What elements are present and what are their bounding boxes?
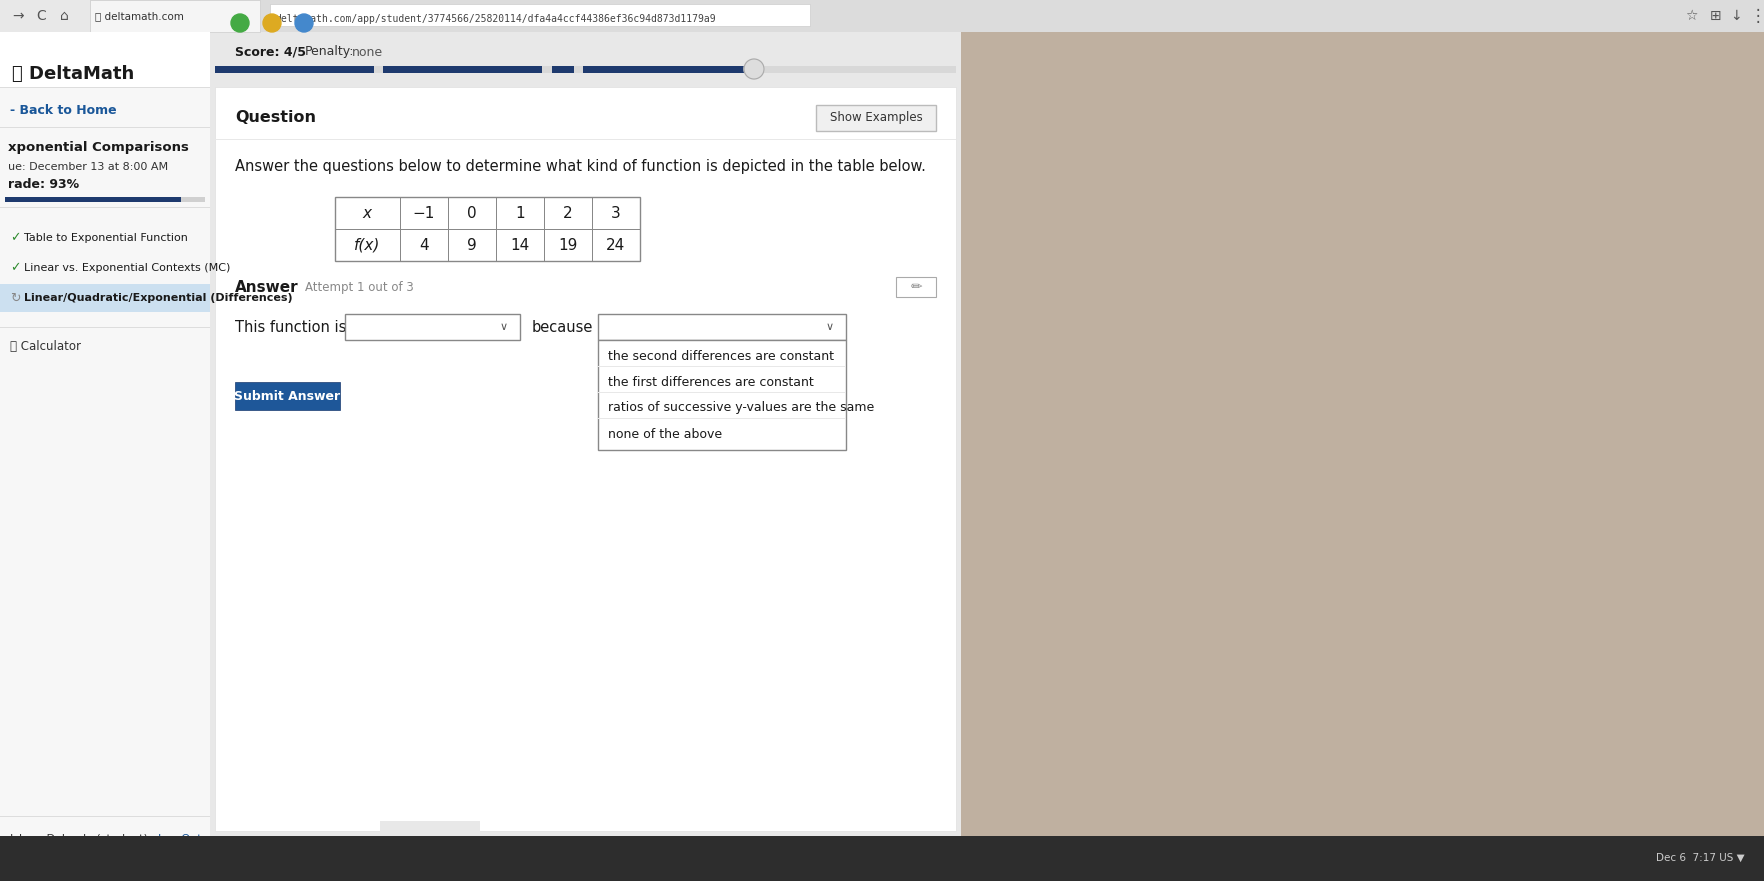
Bar [815, 105, 935, 131]
Circle shape [263, 14, 280, 32]
Bar [896, 277, 935, 297]
Text: hp: hp [415, 866, 434, 880]
Text: 14: 14 [510, 238, 529, 253]
Text: Linear vs. Exponential Contexts (MC): Linear vs. Exponential Contexts (MC) [25, 263, 231, 273]
Bar [215, 66, 374, 73]
Circle shape [231, 14, 249, 32]
Text: 🎓 DeltaMath: 🎓 DeltaMath [12, 65, 134, 83]
Text: ✓: ✓ [11, 262, 21, 275]
Text: Attempt 1 out of 3: Attempt 1 out of 3 [305, 280, 413, 293]
Text: the second differences are constant: the second differences are constant [607, 350, 834, 362]
Text: Question: Question [235, 109, 316, 124]
Bar [960, 32, 1764, 881]
Text: 9: 9 [467, 238, 476, 253]
Bar [215, 139, 956, 140]
Text: ↓: ↓ [1729, 9, 1741, 23]
Bar [383, 66, 542, 73]
Bar [0, 127, 210, 128]
Text: This function is: This function is [235, 320, 346, 335]
Bar [344, 314, 520, 340]
Bar [0, 32, 210, 87]
Text: −1: −1 [413, 205, 436, 220]
Text: x: x [362, 205, 370, 220]
Text: ☆: ☆ [1685, 9, 1697, 23]
Text: none of the above: none of the above [607, 427, 721, 440]
Bar [215, 66, 956, 73]
Bar [335, 229, 640, 230]
Bar [0, 816, 210, 817]
Bar [0, 32, 210, 881]
Text: none: none [351, 46, 383, 58]
Text: ✏: ✏ [910, 280, 921, 294]
Bar [0, 207, 210, 208]
Text: ✓: ✓ [11, 232, 21, 245]
Bar [598, 314, 845, 340]
Text: Answer: Answer [235, 279, 298, 294]
Bar [235, 382, 340, 410]
Bar [0, 0, 1764, 32]
Text: the first differences are constant: the first differences are constant [607, 375, 813, 389]
Text: Score: 4/5: Score: 4/5 [235, 46, 305, 58]
Bar [598, 392, 845, 393]
Text: Jolene Delgado (student): Jolene Delgado (student) [11, 834, 148, 844]
Text: C: C [35, 9, 46, 23]
Bar [5, 197, 205, 202]
Text: ∨: ∨ [826, 322, 834, 332]
Bar [270, 4, 810, 26]
Text: ratios of successive y-values are the same: ratios of successive y-values are the sa… [607, 402, 873, 414]
Text: f(x): f(x) [353, 238, 379, 253]
Circle shape [295, 14, 312, 32]
Bar [960, 32, 1764, 881]
Text: Submit Answer: Submit Answer [235, 389, 340, 403]
Bar [598, 418, 845, 419]
Text: ⋮: ⋮ [1750, 7, 1764, 25]
Bar [90, 0, 259, 32]
Bar [598, 366, 845, 367]
Text: Linear/Quadratic/Exponential (Differences): Linear/Quadratic/Exponential (Difference… [25, 293, 293, 303]
Text: Penalty:: Penalty: [305, 46, 355, 58]
Text: Dec 6  7:17 US ▼: Dec 6 7:17 US ▼ [1655, 853, 1745, 863]
Text: ⌂: ⌂ [60, 9, 69, 23]
Text: 0: 0 [467, 205, 476, 220]
Bar [0, 87, 210, 88]
Text: ∨: ∨ [499, 322, 508, 332]
Text: Answer the questions below to determine what kind of function is depicted in the: Answer the questions below to determine … [235, 159, 926, 174]
Bar [335, 197, 640, 261]
Bar [0, 0, 90, 32]
Text: 1: 1 [515, 205, 524, 220]
Bar [0, 284, 210, 312]
Text: rade: 93%: rade: 93% [9, 179, 79, 191]
Text: 24: 24 [607, 238, 624, 253]
Text: 📱 Calculator: 📱 Calculator [11, 340, 81, 353]
Text: ue: December 13 at 8:00 AM: ue: December 13 at 8:00 AM [9, 162, 168, 172]
Text: deltamath.com/app/student/3774566/25820114/dfa4a4ccf44386ef36c94d873d1179a9: deltamath.com/app/student/3774566/258201… [275, 14, 714, 24]
Text: ↻: ↻ [11, 292, 21, 305]
Text: 2: 2 [563, 205, 573, 220]
Text: because: because [531, 320, 593, 335]
Bar [0, 327, 210, 328]
Text: Table to Exponential Function: Table to Exponential Function [25, 233, 187, 243]
Bar [582, 66, 746, 73]
Text: ⊞: ⊞ [1709, 9, 1720, 23]
Text: 4: 4 [418, 238, 429, 253]
Text: 3: 3 [610, 205, 621, 220]
Text: 19: 19 [557, 238, 577, 253]
Bar [215, 87, 956, 831]
Text: - Back to Home: - Back to Home [11, 103, 116, 116]
Text: Show Examples: Show Examples [829, 112, 923, 124]
Text: →: → [12, 9, 23, 23]
Bar [379, 821, 480, 836]
Text: Log Out: Log Out [159, 834, 201, 844]
Bar [5, 197, 182, 202]
Bar [598, 340, 845, 450]
Bar [0, 836, 1764, 881]
Bar [552, 66, 573, 73]
Text: xponential Comparisons: xponential Comparisons [9, 140, 189, 153]
Circle shape [744, 59, 764, 79]
Text: ⬛ deltamath.com: ⬛ deltamath.com [95, 11, 183, 21]
